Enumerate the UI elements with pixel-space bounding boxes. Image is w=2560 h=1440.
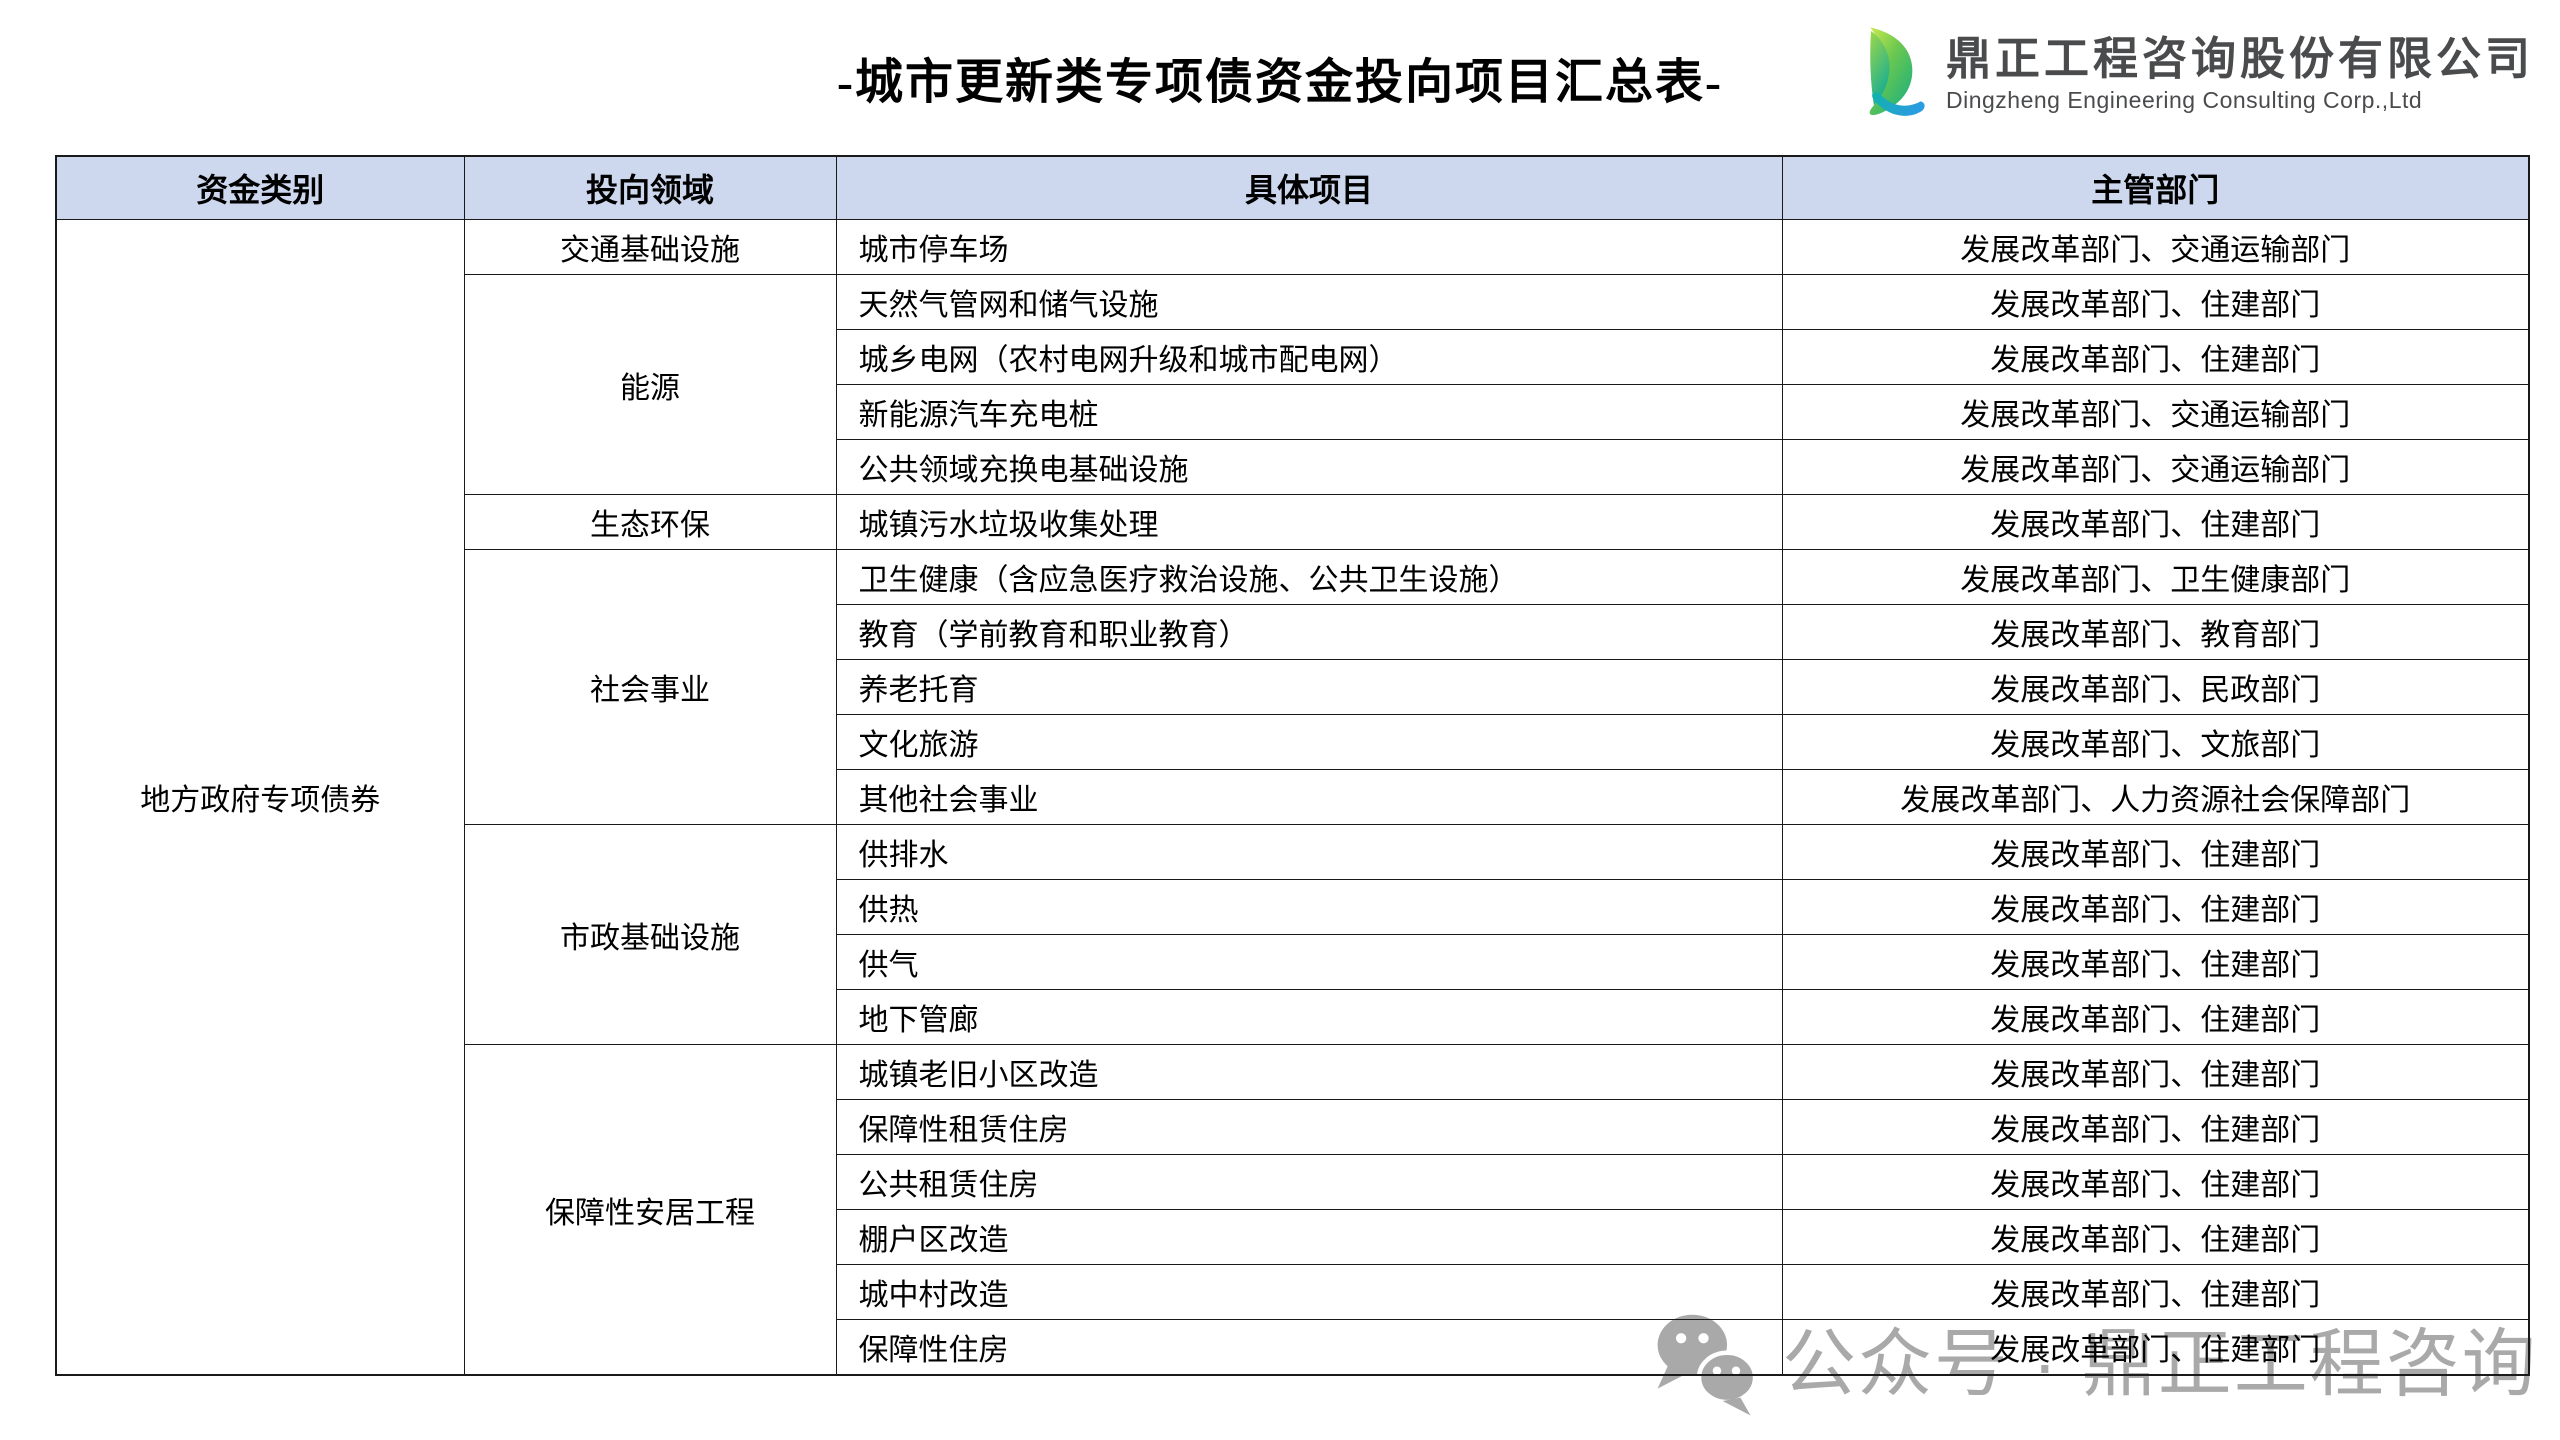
table-row: 地下管廊 发展改革部门、住建部门 xyxy=(56,989,2530,1045)
table-row: 市政基础设施 供排水 发展改革部门、住建部门 xyxy=(56,824,2530,1045)
department-cell: 发展改革部门、教育部门 xyxy=(1781,604,2530,660)
department-cell: 发展改革部门、住建部门 xyxy=(1781,879,2530,935)
table-row: 供热 发展改革部门、住建部门 xyxy=(56,879,2530,935)
table-row: 供气 发展改革部门、住建部门 xyxy=(56,934,2530,990)
department-cell: 发展改革部门、住建部门 xyxy=(1781,1264,2530,1320)
table-row: 保障性安居工程 城镇老旧小区改造 发展改革部门、住建部门 xyxy=(56,1044,2530,1376)
project-cell: 供排水 xyxy=(835,824,1783,880)
company-name-en: Dingzheng Engineering Consulting Corp.,L… xyxy=(1945,87,2423,114)
table-row: 城中村改造 发展改革部门、住建部门 xyxy=(56,1264,2530,1320)
department-cell: 发展改革部门、交通运输部门 xyxy=(1781,219,2530,275)
project-cell: 卫生健康（含应急医疗救治设施、公共卫生设施） xyxy=(835,549,1783,605)
table-row: 保障性租赁住房 发展改革部门、住建部门 xyxy=(56,1099,2530,1155)
table-row: 新能源汽车充电桩 发展改革部门、交通运输部门 xyxy=(56,384,2530,440)
investment-area-cell: 能源 xyxy=(463,274,837,495)
project-cell: 保障性租赁住房 xyxy=(835,1099,1783,1155)
project-cell: 城中村改造 xyxy=(835,1264,1783,1320)
department-cell: 发展改革部门、交通运输部门 xyxy=(1781,439,2530,495)
department-cell: 发展改革部门、住建部门 xyxy=(1781,934,2530,990)
department-cell: 发展改革部门、住建部门 xyxy=(1781,1209,2530,1265)
department-cell: 发展改革部门、住建部门 xyxy=(1781,1099,2530,1155)
header-department: 主管部门 xyxy=(1781,155,2530,220)
project-cell: 教育（学前教育和职业教育） xyxy=(835,604,1783,660)
investment-area-cell: 保障性安居工程 xyxy=(463,1044,837,1376)
project-cell: 其他社会事业 xyxy=(835,769,1783,825)
department-cell: 发展改革部门、住建部门 xyxy=(1781,1044,2530,1100)
projects-table-wrap: 资金类别 投向领域 具体项目 主管部门 地方政府专项债券 交通基础设施 城市停车场发… xyxy=(55,155,2530,1376)
project-cell: 供热 xyxy=(835,879,1783,935)
company-name-block: 鼎正工程咨询股份有限公司 Dingzheng Engineering Consu… xyxy=(1946,34,2534,115)
fund-category-cell: 地方政府专项债券 xyxy=(55,219,465,1376)
table-row: 能源 天然气管网和储气设施 发展改革部门、住建部门 xyxy=(56,274,2530,495)
project-cell: 地下管廊 xyxy=(835,989,1783,1045)
investment-area-cell: 社会事业 xyxy=(463,549,837,825)
department-cell: 发展改革部门、人力资源社会保障部门 xyxy=(1781,769,2530,825)
department-cell: 发展改革部门、住建部门 xyxy=(1781,824,2530,880)
page-title: -城市更新类专项债资金投向项目汇总表- xyxy=(837,56,1723,109)
table-row: 棚户区改造 发展改革部门、住建部门 xyxy=(56,1209,2530,1265)
table-row: 公共领域充换电基础设施 发展改革部门、交通运输部门 xyxy=(56,439,2530,495)
investment-area-cell: 生态环保 xyxy=(463,494,837,550)
department-cell: 发展改革部门、卫生健康部门 xyxy=(1781,549,2530,605)
table-row: 文化旅游 发展改革部门、文旅部门 xyxy=(56,714,2530,770)
department-cell: 发展改革部门、住建部门 xyxy=(1781,1319,2530,1376)
table-row: 教育（学前教育和职业教育） 发展改革部门、教育部门 xyxy=(56,604,2530,660)
dingzheng-logo-icon xyxy=(1862,24,1926,124)
project-cell: 城镇老旧小区改造 xyxy=(835,1044,1783,1100)
department-cell: 发展改革部门、交通运输部门 xyxy=(1781,384,2530,440)
project-cell: 棚户区改造 xyxy=(835,1209,1783,1265)
company-name-cn: 鼎正工程咨询股份有限公司 xyxy=(1945,32,2534,84)
project-cell: 天然气管网和储气设施 xyxy=(835,274,1783,330)
project-cell: 新能源汽车充电桩 xyxy=(835,384,1783,440)
table-row: 生态环保 城镇污水垃圾收集处理 发展改革部门、住建部门 xyxy=(56,494,2530,550)
department-cell: 发展改革部门、民政部门 xyxy=(1781,659,2530,715)
project-cell: 养老托育 xyxy=(835,659,1783,715)
project-cell: 保障性住房 xyxy=(835,1319,1783,1376)
project-cell: 城乡电网（农村电网升级和城市配电网） xyxy=(835,329,1783,385)
table-row: 地方政府专项债券 交通基础设施 城市停车场 发展改革部门、交通运输部门 xyxy=(55,219,2530,1376)
investment-area-cell: 交通基础设施 xyxy=(463,219,837,275)
header-fund-category: 资金类别 xyxy=(55,155,465,220)
table-row: 其他社会事业 发展改革部门、人力资源社会保障部门 xyxy=(56,769,2530,825)
project-cell: 公共租赁住房 xyxy=(835,1154,1783,1210)
table-row: 社会事业 卫生健康（含应急医疗救治设施、公共卫生设施） 发展改革部门、卫生健康部门 xyxy=(56,549,2530,825)
department-cell: 发展改革部门、住建部门 xyxy=(1781,329,2530,385)
company-logo: 鼎正工程咨询股份有限公司 Dingzheng Engineering Consu… xyxy=(1862,24,2534,124)
department-cell: 发展改革部门、住建部门 xyxy=(1781,274,2530,330)
project-cell: 供气 xyxy=(835,934,1783,990)
department-cell: 发展改革部门、住建部门 xyxy=(1781,494,2530,550)
projects-table: 资金类别 投向领域 具体项目 主管部门 地方政府专项债券 交通基础设施 城市停车场发… xyxy=(55,155,2530,1376)
table-row: 保障性住房 发展改革部门、住建部门 xyxy=(56,1319,2530,1376)
table-row: 养老托育 发展改革部门、民政部门 xyxy=(56,659,2530,715)
header-specific-project: 具体项目 xyxy=(835,155,1783,220)
project-cell: 公共领域充换电基础设施 xyxy=(835,439,1783,495)
department-cell: 发展改革部门、住建部门 xyxy=(1781,1154,2530,1210)
project-cell: 文化旅游 xyxy=(835,714,1783,770)
investment-area-cell: 市政基础设施 xyxy=(463,824,837,1045)
project-cell: 城市停车场 xyxy=(835,219,1783,275)
project-cell: 城镇污水垃圾收集处理 xyxy=(835,494,1783,550)
header-row: 资金类别 投向领域 具体项目 主管部门 xyxy=(55,155,2530,220)
header-investment-area: 投向领域 xyxy=(463,155,837,220)
table-row: 公共租赁住房 发展改革部门、住建部门 xyxy=(56,1154,2530,1210)
department-cell: 发展改革部门、文旅部门 xyxy=(1781,714,2530,770)
table-row: 城乡电网（农村电网升级和城市配电网） 发展改革部门、住建部门 xyxy=(56,329,2530,385)
department-cell: 发展改革部门、住建部门 xyxy=(1781,989,2530,1045)
